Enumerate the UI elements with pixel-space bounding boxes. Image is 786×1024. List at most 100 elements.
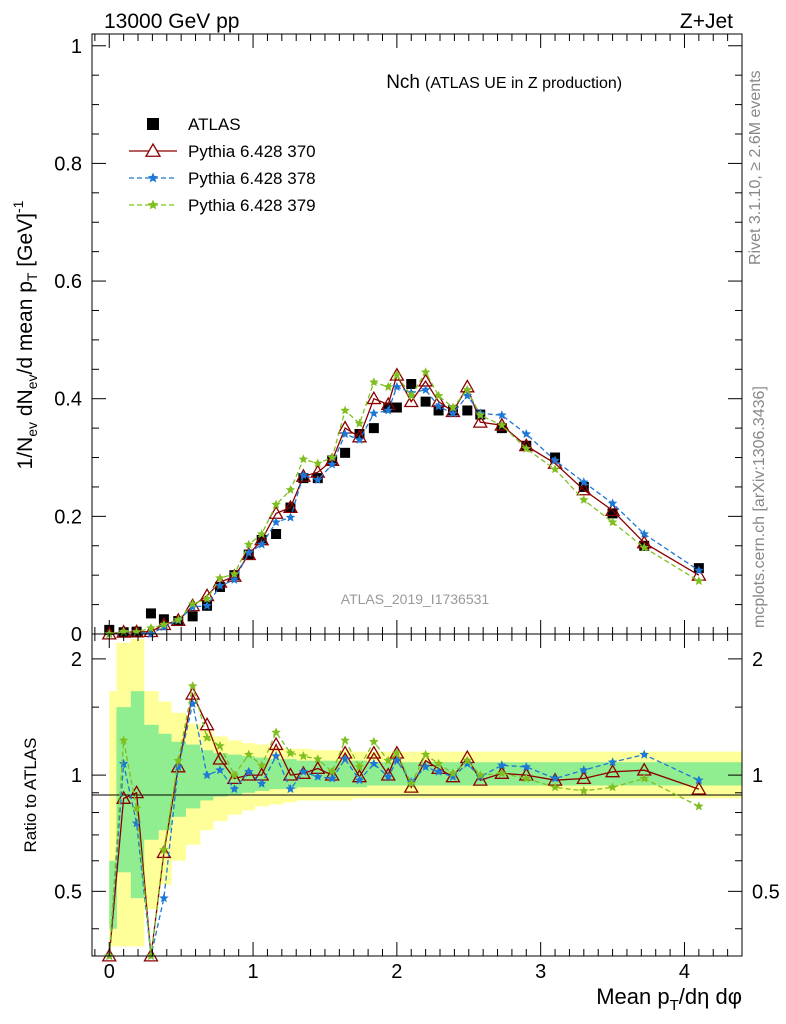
pythia370-point (576, 482, 592, 496)
pythia379-point (392, 370, 402, 380)
ratio-pythia379-point (497, 768, 507, 778)
ratio-band-inner (352, 760, 368, 788)
energy-label: 13000 GeV pp (104, 10, 239, 33)
ratio-pythia379-point (406, 778, 416, 788)
ratio-pythia378-point (131, 818, 142, 828)
ratio-pythia378-point (187, 698, 198, 708)
ratio-pythia378-point (462, 758, 473, 768)
pythia379-point (202, 593, 212, 603)
ratio-band-inner (569, 762, 599, 786)
ratio-band-inner (158, 733, 172, 831)
pythia379-point (406, 390, 416, 400)
ratio-pythia379-point (187, 681, 198, 691)
pythia370-point (241, 546, 257, 561)
ratio-band-inner (392, 762, 405, 786)
ratio-pythia379-point (448, 768, 458, 778)
ratio-pythia379-point (639, 773, 649, 783)
ratio-pythia378-point (202, 770, 212, 780)
pythia370-point (604, 502, 621, 516)
legend-label: Pythia 6.428 370 (188, 142, 316, 161)
ratio-pythia379-point (550, 782, 560, 792)
pythia378-point (187, 601, 198, 611)
ratio-pythia378-point (383, 771, 393, 781)
ratio-pythia379-point (159, 844, 169, 854)
pythia379-point (369, 377, 379, 387)
ratio-band-inner (171, 741, 186, 817)
ratio-pythia378-point (159, 893, 169, 903)
legend-marker-379 (147, 199, 159, 210)
pythia378-point (340, 429, 350, 438)
atlas-data-point (420, 396, 431, 407)
x-tick-label: 2 (391, 961, 402, 983)
pythia378-point (354, 434, 365, 444)
ratio-pythia370-point (226, 770, 242, 785)
pythia378-point (392, 381, 402, 391)
pythia378-point (285, 512, 296, 522)
ratio-y-tick-label: 1 (71, 765, 82, 787)
ratio-pythia379-point (229, 770, 240, 780)
ratio-pythia379-point (475, 770, 485, 780)
pythia378-point (327, 459, 337, 469)
ratio-pythia378-point (313, 771, 323, 781)
pythia378-point (298, 470, 309, 480)
ratio-pythia370-point (116, 790, 132, 804)
ratio-pythia379-point (340, 735, 350, 745)
pythia379-point (340, 405, 350, 415)
pythia378-point (550, 455, 560, 465)
pythia370-point (143, 623, 159, 638)
pythia378-point (256, 539, 267, 549)
ratio-pythia379-point (694, 801, 704, 811)
ratio-pythia379-point (607, 782, 618, 792)
pythia379-point (462, 384, 473, 394)
ratio-pythia379-point (256, 760, 267, 770)
ratio-band-inner (185, 744, 201, 809)
analysis-id-label: ATLAS_2019_I1736531 (341, 591, 490, 607)
ratio-pythia378-point (607, 757, 618, 767)
ratio-pythia370-point (366, 745, 382, 759)
atlas-data-point (462, 405, 473, 416)
pythia378-point (202, 600, 212, 610)
pythia378-point (229, 574, 240, 584)
ratio-pythia378-point (448, 771, 458, 781)
pythia378-point (271, 517, 281, 527)
pythia378-point (383, 405, 393, 415)
ratio-pythia370-point (472, 772, 488, 786)
ratio-pythia379-point (271, 727, 281, 737)
ratio-pythia379-point (173, 755, 183, 765)
ratio-pythia379-point (118, 735, 129, 745)
ratio-pythia379-point (202, 732, 212, 742)
ratio-pythia370-point (212, 751, 228, 765)
pythia379-point (229, 569, 240, 578)
pythia379-point (694, 576, 704, 586)
pythia379-point (285, 484, 296, 494)
pythia378-point (497, 410, 507, 420)
ratio-pythia378-point (173, 761, 183, 771)
ratio-band-inner (241, 756, 255, 793)
atlas-data-point (607, 508, 618, 519)
ratio-pythia379-point (313, 754, 323, 764)
pythia379-point (420, 367, 431, 377)
ratio-band-inner (109, 860, 117, 929)
ratio-band-inner (268, 759, 284, 790)
legend-marker-370 (144, 142, 162, 157)
pythia370-point (472, 414, 488, 428)
legend-label: Pythia 6.428 379 (188, 196, 316, 215)
x-tick-label: 0 (104, 961, 115, 983)
ratio-pythia378-point (433, 766, 444, 776)
atlas-data-point (368, 423, 379, 434)
ratio-pythia378-point (497, 760, 507, 770)
pythia370-point (403, 393, 419, 408)
pythia379-point (354, 418, 365, 428)
ratio-pythia378-point (340, 754, 350, 764)
ratio-pythia378-point (639, 749, 649, 759)
ratio-pythia379-point (392, 748, 402, 758)
ratio-pythia370-point (295, 765, 312, 779)
ratio-pythia379-point (433, 758, 444, 768)
atlas-data-point (145, 608, 156, 619)
ratio-pythia378-point (256, 778, 267, 788)
pythia379-point (448, 402, 458, 412)
ratio-pythia370-point (380, 767, 396, 781)
ratio-pythia370-point (691, 781, 707, 795)
pythia370-point (295, 468, 312, 482)
ratio-y-tick-label-right: 0.5 (752, 881, 780, 903)
